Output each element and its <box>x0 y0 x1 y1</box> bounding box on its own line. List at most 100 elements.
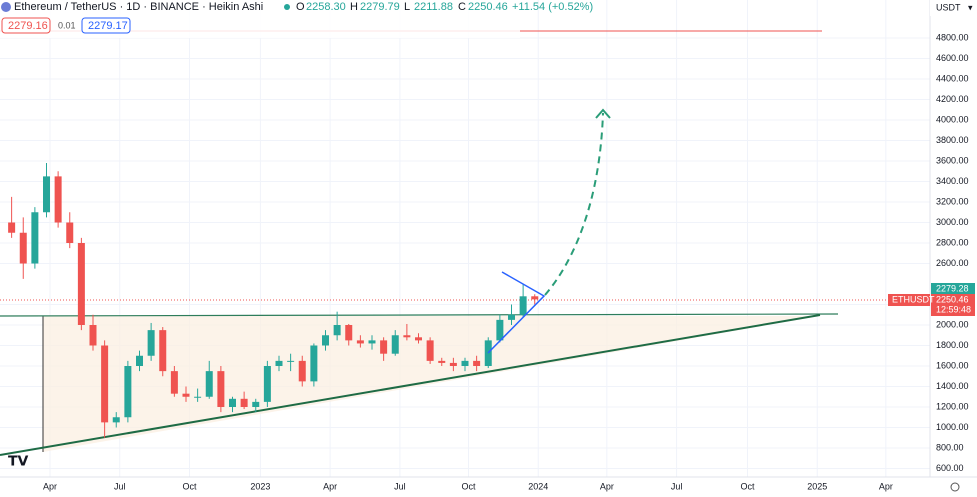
candle-body <box>403 335 411 338</box>
candle-body <box>310 345 318 382</box>
settings-icon[interactable] <box>950 482 960 492</box>
y-tick-label: 600.00 <box>936 463 964 473</box>
support-line <box>0 314 821 456</box>
candle-body <box>508 314 515 320</box>
y-tick-label: 1200.00 <box>936 401 969 411</box>
triangle-fill <box>43 316 820 452</box>
y-tick-label: 3600.00 <box>936 155 969 165</box>
candles <box>8 163 539 438</box>
ohlc-value: 2279.79 <box>360 1 400 13</box>
high-label: 2279.28 <box>936 283 969 293</box>
y-tick-label: 3000.00 <box>936 217 969 227</box>
candle-body <box>252 401 260 407</box>
buy-price[interactable]: 2279.17 <box>88 20 128 32</box>
y-tick-label: 4200.00 <box>936 94 969 104</box>
y-tick-label: 3400.00 <box>936 176 969 186</box>
candle-body <box>194 396 202 398</box>
candle-body <box>415 337 422 341</box>
ohlc-value: 2211.88 <box>414 1 453 13</box>
candle-body <box>356 340 364 344</box>
candle-body <box>159 330 167 372</box>
ohlc-value: 2250.46 <box>468 1 508 13</box>
x-tick-label: Jul <box>671 481 683 491</box>
buy-box[interactable] <box>81 17 131 34</box>
candle-body <box>205 371 213 397</box>
x-tick-label: Apr <box>323 481 337 491</box>
x-tick-label: Apr <box>879 481 893 491</box>
x-tick-label: Oct <box>740 481 755 491</box>
x-tick-label: Jul <box>394 481 406 491</box>
candle-body <box>8 222 16 233</box>
candle-body <box>147 330 155 356</box>
candle-body <box>275 360 283 366</box>
x-tick-label: Apr <box>600 481 614 491</box>
y-tick-label: 4600.00 <box>936 53 969 63</box>
symbol-label-bg <box>888 294 930 306</box>
candle-body <box>240 398 248 407</box>
candle-body <box>426 340 434 361</box>
candle-body <box>170 371 178 394</box>
resistance-line <box>0 313 839 317</box>
candle-body <box>136 355 143 366</box>
y-tick-label: 3800.00 <box>936 135 969 145</box>
sell-price[interactable]: 2279.16 <box>8 20 48 32</box>
candle-body <box>217 371 225 407</box>
candle-body <box>333 325 341 336</box>
y-tick-label: 1400.00 <box>936 381 969 391</box>
y-tick-label: 2000.00 <box>936 319 969 329</box>
candle-body <box>263 366 271 402</box>
x-tick-label: Apr <box>43 481 57 491</box>
candle-body <box>124 366 132 418</box>
x-tick-label: Jul <box>114 481 126 491</box>
projection-arc <box>544 112 604 296</box>
last-label-bg <box>931 294 975 316</box>
market-status <box>284 4 290 10</box>
candle-body <box>66 222 74 243</box>
x-tick-label: 2023 <box>250 481 270 491</box>
change: +11.54 (+0.52%) <box>512 1 593 13</box>
y-tick-label: 2600.00 <box>936 258 969 268</box>
currency[interactable]: USDT <box>936 2 961 12</box>
candle-body <box>461 360 469 366</box>
pennant-lines <box>487 271 546 354</box>
projection-arrow <box>595 108 611 119</box>
candle-body <box>391 335 399 354</box>
ohlc-label: H <box>350 1 358 13</box>
candle-body <box>438 360 446 363</box>
candle-body <box>519 296 527 315</box>
candle-body <box>449 362 457 366</box>
currency-caret[interactable]: ▾ <box>968 2 973 12</box>
x-tick-label: 2024 <box>528 481 548 491</box>
candle-body <box>54 176 62 223</box>
candle-body <box>31 212 39 264</box>
countdown: 12:59:48 <box>936 304 971 314</box>
y-tick-label: 1000.00 <box>936 422 969 432</box>
ohlc-label: L <box>404 1 410 13</box>
candle-body <box>287 360 295 362</box>
high-label-bg <box>931 283 975 294</box>
price-axis <box>930 0 977 497</box>
y-tick-label: 4800.00 <box>936 32 969 42</box>
sell-box[interactable] <box>1 17 51 34</box>
axes: 600.00 800.00 1000.00 1200.00 1400.00 1600.00… <box>43 32 969 491</box>
candle-body <box>531 296 539 300</box>
y-tick-label: 4400.00 <box>936 73 969 83</box>
candle-body <box>496 319 504 341</box>
y-tick-label: 800.00 <box>936 442 964 452</box>
symbol-title[interactable]: Ethereum / TetherUS · 1D · BINANCE · Hei… <box>14 1 263 13</box>
y-tick-label: 3200.00 <box>936 196 969 206</box>
candle-body <box>229 398 236 407</box>
y-tick-label: 1600.00 <box>936 360 969 370</box>
candle-body <box>77 243 85 325</box>
x-tick-label: Oct <box>182 481 197 491</box>
currency-box <box>930 0 977 16</box>
x-tick-label: 2025 <box>807 481 827 491</box>
candle-body <box>298 360 306 382</box>
y-tick-label: 4000.00 <box>936 114 969 124</box>
logo: 𝗧𝗩 <box>8 453 29 469</box>
candle-body <box>380 340 388 354</box>
ohlc: O 2258.30 H 2279.79 L 2211.88 C 2250.46 <box>296 1 508 13</box>
candle-body <box>473 360 481 366</box>
ohlc-value: 2258.30 <box>306 1 346 13</box>
